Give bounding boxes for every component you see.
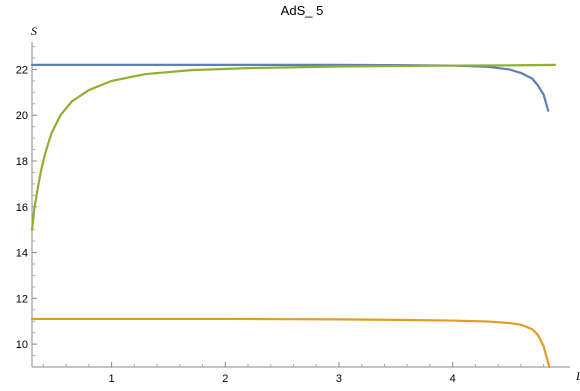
x-axis-label: L [575,369,580,383]
chart-title: AdS_ 5 [281,3,324,18]
y-axis-label: S [31,24,37,38]
series-line-2 [30,63,557,231]
series-line-1 [30,317,551,369]
y-tick-label-3: 16 [16,202,28,214]
y-tick-label-4: 18 [16,156,28,168]
x-tick-label-1: 2 [222,373,228,385]
y-tick-label-6: 22 [16,64,28,76]
y-tick-label-1: 12 [16,293,28,305]
series-layer [30,63,557,369]
y-tick-label-2: 14 [16,248,28,260]
series-line-0 [30,63,550,112]
x-tick-label-0: 1 [109,373,115,385]
y-tick-label-5: 20 [16,110,28,122]
x-tick-label-2: 3 [336,373,342,385]
x-tick-label-3: 4 [450,373,456,385]
y-tick-label-0: 10 [16,339,28,351]
